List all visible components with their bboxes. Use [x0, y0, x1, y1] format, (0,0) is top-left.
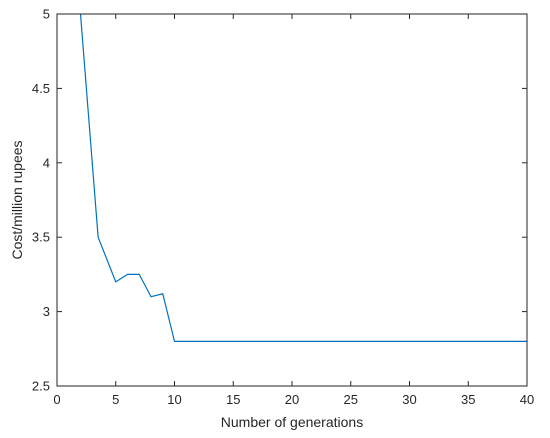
series-line: [79, 14, 527, 342]
y-tick-label: 5: [43, 7, 50, 22]
x-tick-label: 5: [112, 392, 119, 407]
series-layer: [79, 14, 527, 342]
x-tick-label: 0: [53, 392, 60, 407]
x-tick-label: 30: [402, 392, 416, 407]
y-axis-label: Cost/million rupees: [9, 140, 25, 259]
x-tick-label: 15: [226, 392, 240, 407]
x-axis: 0 5 10 15 20 25 30 35 40: [53, 14, 534, 407]
x-tick-label: 10: [167, 392, 181, 407]
axes-frame: [56, 13, 528, 387]
x-tick-label: 20: [285, 392, 299, 407]
y-axis: 2.5 3 3.5 4 4.5 5: [32, 7, 527, 394]
x-tick-label: 35: [461, 392, 475, 407]
y-tick-label: 3: [43, 304, 50, 319]
y-tick-label: 3.5: [32, 230, 50, 245]
x-tick-label: 40: [520, 392, 534, 407]
x-axis-label: Number of generations: [221, 414, 363, 430]
y-tick-label: 4: [43, 155, 50, 170]
y-tick-label: 4.5: [32, 81, 50, 96]
y-tick-label: 2.5: [32, 379, 50, 394]
x-tick-label: 25: [344, 392, 358, 407]
